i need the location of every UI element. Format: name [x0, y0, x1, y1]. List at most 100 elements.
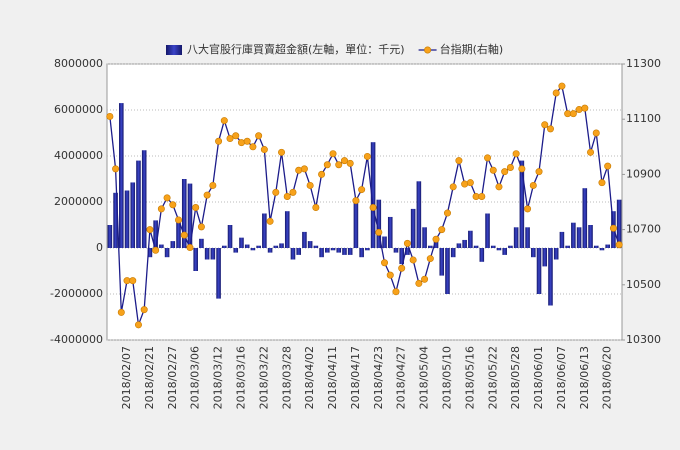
bar	[267, 248, 273, 253]
bar	[536, 248, 542, 294]
marker	[180, 231, 188, 239]
marker	[117, 308, 125, 316]
marker	[524, 205, 532, 213]
marker	[272, 188, 280, 196]
marker	[243, 137, 251, 145]
marker	[186, 244, 194, 252]
bar	[576, 227, 582, 248]
bar	[508, 245, 513, 248]
bar	[387, 216, 393, 248]
bar	[130, 182, 136, 248]
marker	[106, 112, 114, 120]
bar	[164, 248, 170, 258]
marker	[363, 152, 371, 160]
bar	[170, 241, 176, 248]
y2-tick-label: 10300	[626, 333, 661, 346]
bar	[473, 245, 479, 248]
marker	[461, 180, 469, 188]
bar	[222, 245, 227, 248]
marker	[598, 179, 606, 187]
marker	[152, 246, 160, 254]
marker	[163, 194, 171, 202]
bar	[490, 245, 496, 248]
marker	[609, 224, 617, 232]
marker	[203, 191, 211, 199]
bar	[582, 188, 588, 248]
x-tick-label: 2018/04/11	[326, 346, 339, 409]
x-tick-label: 2018/05/16	[463, 346, 476, 409]
x-tick-label: 2018/04/23	[372, 346, 385, 409]
bar	[593, 245, 599, 248]
bar	[416, 181, 422, 248]
bar	[496, 248, 502, 251]
marker	[381, 259, 389, 267]
marker	[455, 157, 463, 165]
marker	[140, 306, 148, 314]
bar	[410, 208, 416, 248]
bar	[204, 248, 210, 260]
bar	[319, 248, 324, 258]
marker	[421, 275, 429, 283]
bar	[525, 227, 530, 248]
marker	[541, 121, 549, 129]
bar	[181, 179, 187, 248]
marker	[358, 186, 366, 194]
bar	[187, 183, 193, 248]
x-tick-label: 2018/06/13	[578, 346, 591, 409]
bar	[325, 248, 330, 253]
bar	[136, 160, 141, 248]
marker	[518, 165, 526, 173]
bar	[376, 199, 382, 248]
marker	[323, 161, 331, 169]
marker	[175, 216, 183, 224]
y-tick-label: -4000000	[50, 333, 103, 346]
marker	[318, 170, 326, 178]
y-tick-label: 8000000	[54, 57, 103, 70]
bar	[227, 225, 233, 248]
x-tick-label: 2018/02/21	[143, 346, 156, 409]
bar	[159, 244, 164, 248]
bar	[462, 239, 467, 248]
marker	[569, 110, 577, 118]
bar	[405, 248, 410, 255]
bar	[193, 248, 198, 271]
bar	[428, 245, 433, 248]
bar	[210, 248, 216, 260]
marker	[329, 150, 337, 158]
bar	[302, 231, 307, 248]
y2-tick-label: 11100	[626, 112, 661, 125]
marker	[489, 166, 497, 174]
legend-swatch	[166, 45, 182, 55]
bar	[370, 142, 376, 248]
bar	[531, 248, 536, 258]
marker	[346, 159, 354, 167]
bar	[565, 245, 570, 248]
marker	[512, 150, 520, 158]
bar	[353, 202, 359, 248]
legend-label: 台指期(右軸)	[440, 42, 504, 56]
x-tick-label: 2018/03/06	[189, 346, 202, 409]
bar	[605, 244, 610, 248]
bar	[393, 248, 399, 253]
marker	[312, 204, 320, 212]
marker	[575, 106, 583, 114]
bar	[233, 248, 239, 253]
bar	[553, 248, 559, 260]
marker	[375, 228, 383, 236]
legend-label: 八大官股行庫買賣超金額(左軸，單位：千元)	[187, 42, 405, 56]
bar	[216, 248, 221, 299]
bar	[262, 213, 267, 248]
marker	[237, 139, 245, 147]
bar	[456, 243, 462, 248]
marker	[209, 181, 217, 189]
bar	[336, 248, 342, 253]
bar	[141, 150, 147, 248]
marker	[398, 264, 406, 272]
marker	[392, 288, 400, 296]
marker	[295, 166, 303, 174]
legend-swatch	[424, 46, 432, 54]
bar	[279, 243, 284, 248]
marker	[529, 181, 537, 189]
marker	[484, 154, 492, 162]
